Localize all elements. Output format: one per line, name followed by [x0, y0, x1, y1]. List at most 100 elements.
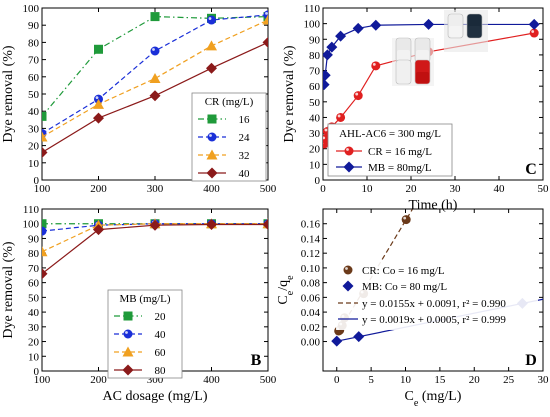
data-point: [149, 73, 161, 84]
y-tick-label: 30: [28, 322, 40, 334]
y-tick-label: 0.02: [301, 322, 320, 334]
data-point: [42, 146, 48, 158]
y-tick-label: 80: [28, 248, 40, 260]
data-point-highlight: [403, 216, 407, 220]
data-point: [262, 218, 268, 230]
data-point: [262, 14, 268, 25]
y-tick-label: 80: [28, 37, 40, 49]
legend-label: CR: Co = 16 mg/L: [362, 265, 445, 277]
y-tick-label: 0.12: [301, 248, 320, 260]
y-tick-label: 50: [28, 292, 40, 304]
y-tick-label: 100: [23, 3, 40, 15]
plot-frame: [322, 208, 544, 372]
y-tick-label: 90: [309, 34, 321, 46]
y-tick-label: 40: [28, 106, 40, 118]
legend-label: 80: [155, 365, 167, 377]
legend-marker: [122, 346, 134, 357]
y-axis-label-part: C: [276, 295, 291, 304]
data-point: [150, 12, 160, 22]
y-tick-label: 110: [23, 204, 40, 216]
x-tick-label: 100: [34, 374, 51, 386]
data-point-highlight: [324, 128, 328, 132]
series-line: [42, 19, 268, 138]
legend-title: MB (mg/L): [119, 293, 170, 305]
x-tick-label: 20: [469, 374, 481, 386]
x-tick-label: 30: [450, 183, 462, 195]
y-tick-label: 40: [28, 307, 40, 319]
y-tick-label: 100: [304, 19, 321, 31]
data-point-highlight: [355, 92, 359, 96]
x-tick-label: 100: [34, 183, 51, 195]
legend-marker: [343, 161, 355, 173]
data-point-highlight: [323, 136, 326, 140]
y-tick-label: 20: [28, 337, 40, 349]
data-point: [150, 46, 160, 56]
y-tick-label: 60: [28, 278, 40, 290]
panel-C: 0 10 20 30 40 50 0 10 20 30 40 50 60 70 80 90 100 110 Dye …: [282, 3, 549, 213]
y-tick-label: 10: [28, 351, 40, 363]
data-point: [93, 112, 104, 124]
data-point: [323, 79, 330, 91]
vial-liquid: [468, 26, 481, 37]
legend-marker-highlight: [209, 134, 212, 137]
panel-letter: C: [525, 161, 537, 178]
y-axis-label: Dye removal (%): [282, 45, 297, 143]
data-point: [353, 331, 365, 343]
vial-liquid: [449, 26, 462, 37]
y-tick-label: 70: [28, 55, 40, 67]
data-point: [93, 98, 104, 109]
legend-title: CR (mg/L): [205, 96, 254, 108]
x-axis-label-part: e: [414, 398, 419, 409]
legend-marker: [123, 329, 133, 339]
y-tick-label: 40: [309, 112, 321, 124]
data-point-highlight: [95, 96, 99, 100]
x-tick-label: 5: [368, 374, 374, 386]
data-point: [352, 22, 364, 34]
y-tick-label: 0.14: [301, 233, 321, 245]
x-tick-label: 50: [538, 183, 550, 195]
y-tick-label: 30: [309, 128, 321, 140]
panel-A: 100 200 300 400 500 0 10 20 30 40 50 60 70 80 90 100 Dye…: [1, 3, 277, 195]
y-tick-label: 0: [315, 175, 321, 187]
x-axis-label-part: C: [405, 389, 414, 404]
legend-marker-highlight: [346, 148, 349, 151]
data-point: [370, 19, 382, 31]
legend: MB (mg/L) 20 40 60 80: [107, 289, 183, 379]
data-point: [149, 90, 161, 102]
data-point: [206, 218, 217, 230]
data-point: [206, 40, 217, 51]
data-point: [371, 61, 381, 71]
legend-marker-highlight: [125, 331, 128, 334]
data-point-highlight: [39, 131, 42, 134]
y-tick-label: 10: [309, 159, 321, 171]
panel-letter: D: [525, 352, 537, 369]
data-point: [423, 18, 435, 30]
data-point: [323, 49, 333, 61]
legend-label: MB: Co = 80 mg/L: [362, 281, 447, 293]
y-tick-label: 90: [28, 20, 40, 32]
vial-liquid: [416, 50, 429, 61]
y-tick-label: 0.16: [301, 219, 321, 231]
y-tick-label: 70: [309, 66, 321, 78]
data-point: [326, 41, 338, 53]
data-point: [42, 111, 47, 121]
x-tick-label: 30: [538, 374, 550, 386]
data-point: [262, 36, 268, 48]
data-point-highlight: [531, 30, 535, 33]
data-point-highlight: [39, 228, 42, 231]
legend-label: y = 0.0155x + 0.0091, r² = 0.990: [362, 298, 506, 310]
y-tick-label: 0.10: [301, 263, 321, 275]
legend-marker: [207, 114, 217, 124]
data-point-highlight: [372, 62, 376, 66]
y-axis-label: Ce/qe: [276, 275, 296, 305]
legend: CR (mg/L) 16 24 32 40: [191, 92, 267, 182]
data-point: [331, 335, 343, 347]
y-tick-label: 60: [309, 81, 321, 93]
x-tick-label: 200: [90, 374, 107, 386]
series-line: [42, 223, 268, 253]
x-tick-label: 200: [90, 183, 107, 195]
legend-marker: [206, 167, 218, 179]
legend-label: 40: [155, 329, 167, 341]
plot-area: [39, 10, 268, 158]
